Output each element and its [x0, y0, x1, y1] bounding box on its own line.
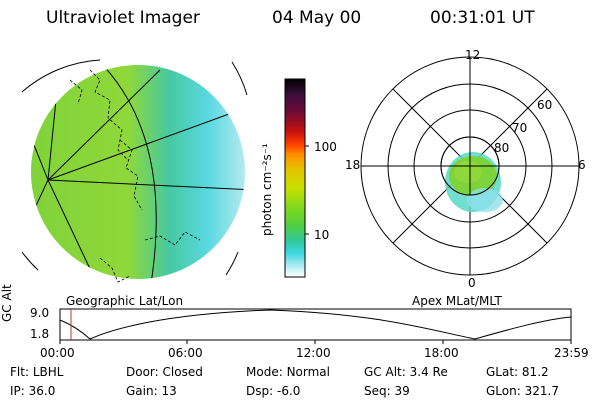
- info-gc-alt: GC Alt: 3.4 Re: [364, 365, 448, 379]
- colorbar: [284, 78, 309, 278]
- altitude-y-tick-9: 9.0: [30, 306, 50, 320]
- info-flt-key: Flt:: [10, 365, 29, 379]
- info-mode: Mode: Normal: [246, 365, 330, 379]
- info-seq-value: 39: [394, 384, 410, 398]
- info-flt: Flt: LBHL: [10, 365, 63, 379]
- info-glon-key: GLon:: [486, 384, 521, 398]
- colorbar-tick-10: 10: [314, 228, 330, 242]
- info-seq-key: Seq:: [364, 384, 391, 398]
- mlt-label-0: 0: [468, 276, 476, 290]
- info-dsp: Dsp: -6.0: [246, 384, 300, 398]
- instrument-title: Ultraviolet Imager: [46, 8, 200, 28]
- altitude-x-tick-1200: 12:00: [296, 346, 331, 360]
- colorbar-tick-100: 100: [314, 140, 337, 154]
- info-glon: GLon: 321.7: [486, 384, 559, 398]
- altitude-x-tick-1800: 18:00: [424, 346, 459, 360]
- info-gain-value: 13: [161, 384, 177, 398]
- lat-label-70: 70: [512, 121, 528, 135]
- observation-time: 00:31:01 UT: [430, 8, 535, 28]
- info-ip-value: 36.0: [28, 384, 56, 398]
- info-glat-value: 81.2: [521, 365, 549, 379]
- info-glat: GLat: 81.2: [486, 365, 549, 379]
- polar-plot: [360, 56, 580, 276]
- info-door: Door: Closed: [126, 365, 203, 379]
- lat-label-80: 80: [494, 141, 510, 155]
- info-gc-alt-key: GC Alt:: [364, 365, 406, 379]
- info-dsp-key: Dsp:: [246, 384, 274, 398]
- info-glat-key: GLat:: [486, 365, 519, 379]
- altitude-x-tick-0000: 00:00: [40, 346, 75, 360]
- info-ip-key: IP:: [10, 384, 25, 398]
- info-door-key: Door:: [126, 365, 159, 379]
- altitude-x-tick-2359: 23:59: [554, 346, 589, 360]
- colorbar-unit-label: photon cm⁻²s⁻¹: [260, 143, 274, 236]
- info-glon-value: 321.7: [524, 384, 559, 398]
- info-mode-key: Mode:: [246, 365, 283, 379]
- lat-label-60: 60: [537, 98, 553, 112]
- info-flt-value: LBHL: [32, 365, 64, 379]
- altitude-x-tick-0600: 06:00: [168, 346, 203, 360]
- mlt-label-12: 12: [465, 48, 481, 62]
- info-door-value: Closed: [162, 365, 203, 379]
- info-seq: Seq: 39: [364, 384, 410, 398]
- mlt-label-6: 6: [578, 158, 586, 172]
- altitude-y-title: GC Alt: [0, 284, 14, 322]
- altitude-plot: [59, 308, 572, 344]
- info-ip: IP: 36.0: [10, 384, 55, 398]
- mlt-label-18: 18: [345, 158, 361, 172]
- geographic-image: [21, 59, 248, 283]
- polar-caption: Apex MLat/MLT: [412, 294, 502, 308]
- info-mode-value: Normal: [286, 365, 330, 379]
- info-gain-key: Gain:: [126, 384, 158, 398]
- altitude-y-tick-1-8: 1.8: [30, 327, 50, 341]
- info-gc-alt-value: 3.4 Re: [409, 365, 448, 379]
- info-gain: Gain: 13: [126, 384, 177, 398]
- observation-date: 04 May 00: [272, 8, 362, 28]
- geographic-caption: Geographic Lat/Lon: [66, 294, 184, 308]
- info-dsp-value: -6.0: [276, 384, 301, 398]
